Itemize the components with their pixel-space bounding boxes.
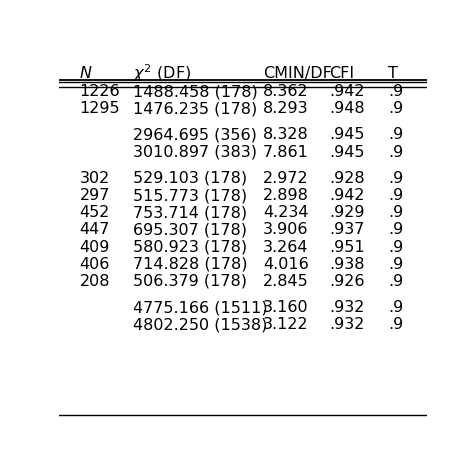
Text: .951: .951	[329, 239, 365, 255]
Text: 3.264: 3.264	[263, 239, 309, 255]
Text: .9: .9	[388, 101, 403, 116]
Text: 753.714 (178): 753.714 (178)	[133, 205, 247, 220]
Text: 529.103 (178): 529.103 (178)	[133, 171, 247, 186]
Text: 506.379 (178): 506.379 (178)	[133, 274, 247, 289]
Text: 2964.695 (356): 2964.695 (356)	[133, 128, 256, 143]
Text: 297: 297	[80, 188, 110, 203]
Text: .938: .938	[329, 257, 365, 272]
Text: T: T	[388, 66, 398, 81]
Text: 1488.458 (178): 1488.458 (178)	[133, 84, 257, 99]
Text: .9: .9	[388, 188, 403, 203]
Text: 8.362: 8.362	[263, 84, 309, 99]
Text: N: N	[80, 66, 91, 81]
Text: 4.016: 4.016	[263, 257, 309, 272]
Text: 3.122: 3.122	[263, 317, 309, 332]
Text: 8.328: 8.328	[263, 128, 309, 143]
Text: 406: 406	[80, 257, 110, 272]
Text: .928: .928	[329, 171, 365, 186]
Text: 409: 409	[80, 239, 110, 255]
Text: 695.307 (178): 695.307 (178)	[133, 222, 247, 237]
Text: 3.906: 3.906	[263, 222, 309, 237]
Text: .932: .932	[329, 300, 365, 315]
Text: .932: .932	[329, 317, 365, 332]
Text: .945: .945	[329, 145, 365, 160]
Text: .9: .9	[388, 84, 403, 99]
Text: 2.845: 2.845	[263, 274, 309, 289]
Text: 3.160: 3.160	[263, 300, 309, 315]
Text: CFI: CFI	[329, 66, 355, 81]
Text: .942: .942	[329, 188, 365, 203]
Text: 8.293: 8.293	[263, 101, 309, 116]
Text: .9: .9	[388, 300, 403, 315]
Text: 2.898: 2.898	[263, 188, 309, 203]
Text: .9: .9	[388, 171, 403, 186]
Text: 3010.897 (383): 3010.897 (383)	[133, 145, 257, 160]
Text: .937: .937	[329, 222, 365, 237]
Text: .948: .948	[329, 101, 365, 116]
Text: .9: .9	[388, 222, 403, 237]
Text: 4775.166 (1511): 4775.166 (1511)	[133, 300, 267, 315]
Text: $\chi^2$ (DF): $\chi^2$ (DF)	[133, 63, 191, 84]
Text: .9: .9	[388, 145, 403, 160]
Text: 4802.250 (1538): 4802.250 (1538)	[133, 317, 267, 332]
Text: 302: 302	[80, 171, 109, 186]
Text: .926: .926	[329, 274, 365, 289]
Text: 4.234: 4.234	[263, 205, 309, 220]
Text: 447: 447	[80, 222, 110, 237]
Text: .9: .9	[388, 317, 403, 332]
Text: .9: .9	[388, 205, 403, 220]
Text: CMIN/DF: CMIN/DF	[263, 66, 332, 81]
Text: .929: .929	[329, 205, 365, 220]
Text: .9: .9	[388, 274, 403, 289]
Text: .945: .945	[329, 128, 365, 143]
Text: .9: .9	[388, 257, 403, 272]
Text: .942: .942	[329, 84, 365, 99]
Text: 714.828 (178): 714.828 (178)	[133, 257, 247, 272]
Text: 1226: 1226	[80, 84, 120, 99]
Text: 2.972: 2.972	[263, 171, 309, 186]
Text: 1295: 1295	[80, 101, 120, 116]
Text: 1476.235 (178): 1476.235 (178)	[133, 101, 257, 116]
Text: .9: .9	[388, 239, 403, 255]
Text: 452: 452	[80, 205, 110, 220]
Text: 515.773 (178): 515.773 (178)	[133, 188, 247, 203]
Text: 208: 208	[80, 274, 110, 289]
Text: 580.923 (178): 580.923 (178)	[133, 239, 247, 255]
Text: .9: .9	[388, 128, 403, 143]
Text: 7.861: 7.861	[263, 145, 309, 160]
